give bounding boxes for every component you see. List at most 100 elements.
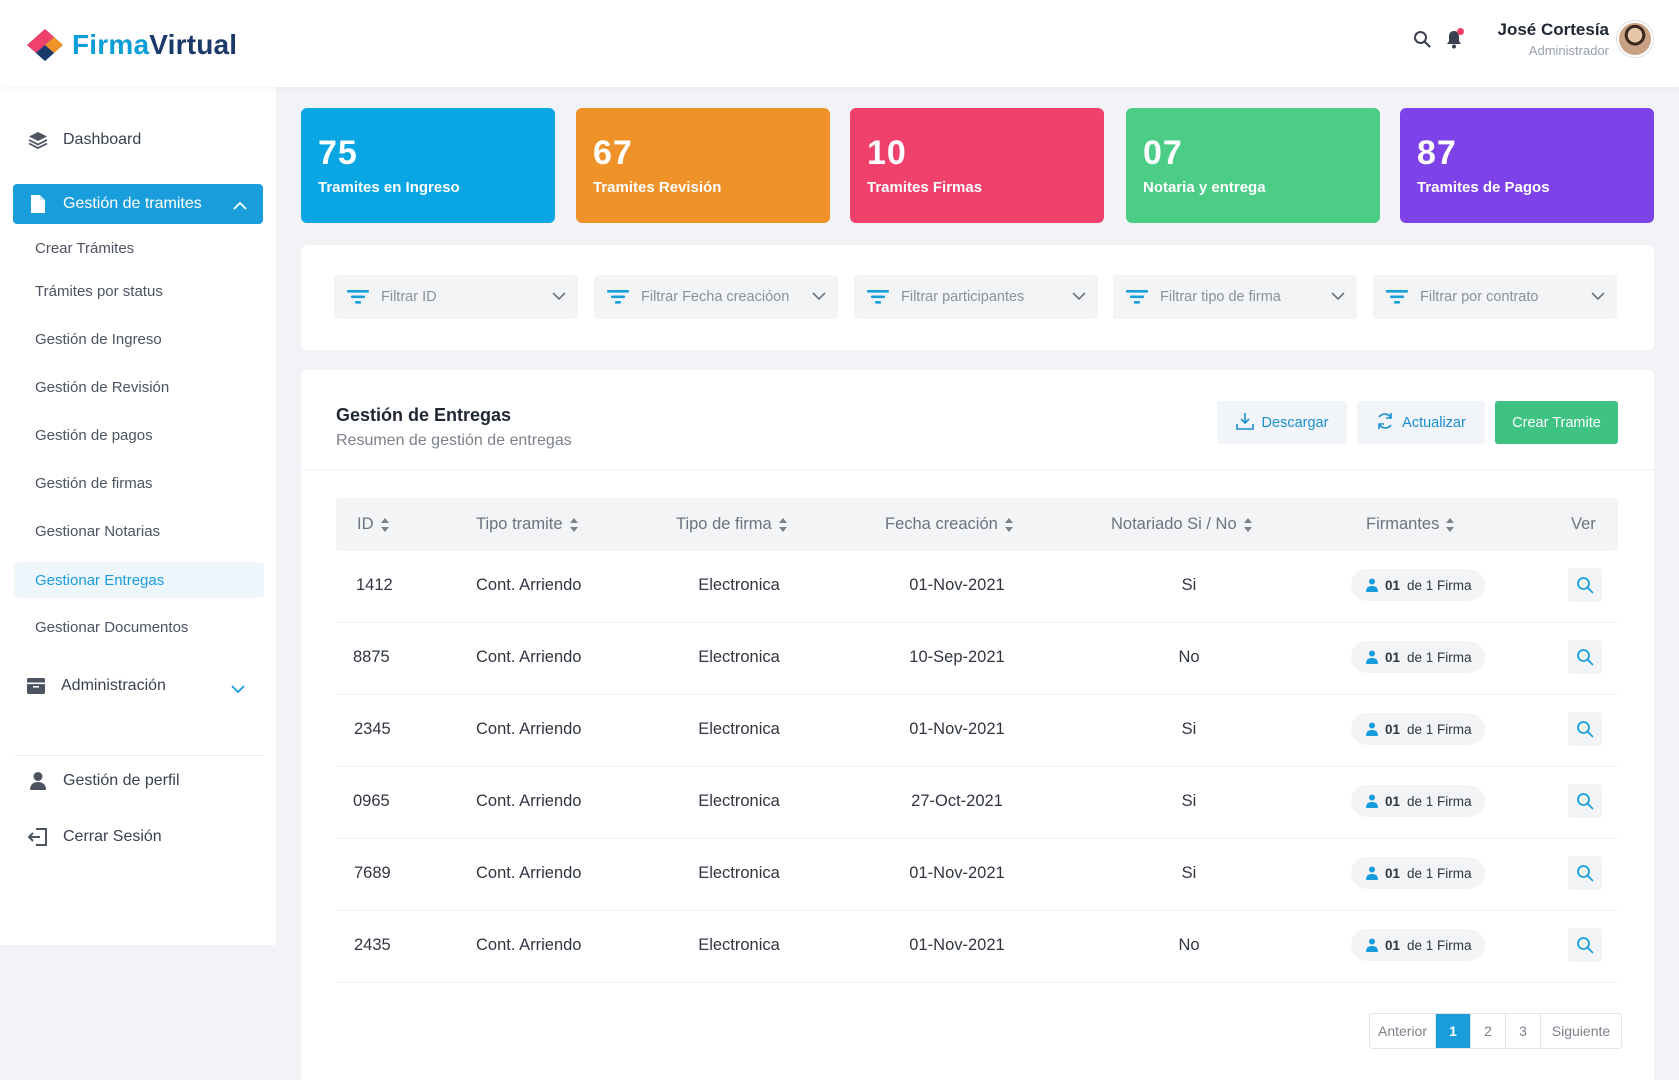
chevron-up-icon [233,197,247,215]
cell-id: 0965 [353,792,390,810]
kpi-card-revision[interactable]: 67 Tramites Revisión [576,108,830,223]
view-button[interactable] [1568,712,1602,746]
user-icon [1366,938,1378,952]
column-header-fecha[interactable]: Fecha creación [885,515,1014,534]
download-label: Descargar [1261,414,1329,431]
filter-fecha-select[interactable]: Filtrar Fecha creacióon [594,275,838,319]
firmantes-badge: 01 de 1 Firma [1351,713,1485,745]
cell-tipo-tramite: Cont. Arriendo [476,792,582,810]
filter-label: Filtrar tipo de firma [1160,289,1281,305]
filter-label: Filtrar ID [381,289,437,305]
view-button[interactable] [1568,856,1602,890]
view-button[interactable] [1568,568,1602,602]
pagination-page-2[interactable]: 2 [1471,1014,1506,1048]
sidebar-item-label: Cerrar Sesión [63,828,162,845]
column-header-firmantes[interactable]: Firmantes [1366,515,1455,534]
sidebar-subitem-gestion-revision[interactable]: Gestión de Revisión [35,379,170,396]
kpi-card-pagos[interactable]: 87 Tramites de Pagos [1400,108,1654,223]
sidebar-item-dashboard[interactable]: Dashboard [13,120,263,160]
cell-fecha: 01-Nov-2021 [909,864,1005,882]
search-icon [1577,649,1594,666]
table-row: 0965 Cont. Arriendo Electronica 27-Oct-2… [336,767,1618,839]
search-icon[interactable] [1408,25,1436,53]
download-icon [1235,412,1254,434]
user-icon [1366,722,1378,736]
view-button[interactable] [1568,640,1602,674]
refresh-button[interactable]: Actualizar [1357,401,1485,444]
cell-notariado: No [1178,648,1200,666]
pagination-page-3[interactable]: 3 [1506,1014,1541,1048]
pagination: Anterior 1 2 3 Siguiente [1369,1013,1622,1049]
cell-fecha: 10-Sep-2021 [909,648,1005,666]
sidebar-subitem-gestion-ingreso[interactable]: Gestión de Ingreso [35,331,162,348]
cell-tipo-tramite: Cont. Arriendo [476,936,582,954]
filter-label: Filtrar Fecha creacióon [641,289,790,305]
pagination-page-1[interactable]: 1 [1436,1014,1471,1048]
firmantes-badge: 01 de 1 Firma [1351,929,1485,961]
sidebar-item-administracion[interactable]: Administración [11,666,261,706]
column-header-ver: Ver [1571,515,1596,533]
pagination-prev-button[interactable]: Anterior [1370,1014,1436,1048]
sidebar-item-label: Gestión de perfil [63,772,180,789]
filter-contrato-select[interactable]: Filtrar por contrato [1373,275,1617,319]
search-icon [1577,865,1594,882]
sidebar-item-cerrar-sesion[interactable]: Cerrar Sesión [13,817,263,857]
user-info[interactable]: José Cortesía Administrador [1498,20,1610,58]
filter-icon [347,290,369,304]
kpi-card-notaria[interactable]: 07 Notaria y entrega [1126,108,1380,223]
sort-icon [1446,517,1455,532]
document-icon [27,193,49,215]
filter-participantes-select[interactable]: Filtrar participantes [854,275,1098,319]
search-icon [1577,721,1594,738]
create-tramite-button[interactable]: Crear Tramite [1495,401,1618,444]
sort-icon [778,517,788,532]
sidebar-subitem-gestionar-entregas[interactable]: Gestionar Entregas [14,562,264,598]
panel-subtitle: Resumen de gestión de entregas [336,432,572,449]
sidebar: Dashboard Gestión de tramites Crear Trám… [0,87,276,945]
user-role: Administrador [1528,43,1609,58]
kpi-label: Tramites en Ingreso [318,179,460,196]
sidebar-subitem-tramites-status[interactable]: Trámites por status [35,283,163,300]
sidebar-subitem-gestion-firmas[interactable]: Gestión de firmas [35,475,153,492]
user-icon [27,770,49,792]
firmantes-badge: 01 de 1 Firma [1351,641,1485,673]
sidebar-item-gestion-tramites[interactable]: Gestión de tramites [13,184,263,224]
pagination-next-button[interactable]: Siguiente [1551,1023,1611,1039]
filter-tipo-firma-select[interactable]: Filtrar tipo de firma [1113,275,1357,319]
cell-notariado: Si [1181,720,1197,738]
notification-bell-icon[interactable] [1440,25,1468,53]
cell-tipo-firma: Electronica [698,648,780,666]
column-header-id[interactable]: ID [357,515,390,534]
column-header-notariado[interactable]: Notariado Si / No [1111,515,1253,534]
logout-icon [27,826,49,848]
refresh-icon [1376,412,1394,434]
sidebar-subitem-gestionar-documentos[interactable]: Gestionar Documentos [35,619,189,636]
cell-tipo-firma: Electronica [698,864,780,882]
sidebar-item-gestion-perfil[interactable]: Gestión de perfil [13,761,263,801]
column-header-tipo-firma[interactable]: Tipo de firma [676,515,788,534]
firmantes-badge: 01 de 1 Firma [1351,569,1485,601]
sidebar-item-label: Administración [61,677,166,694]
top-header: FirmaVirtual José Cortesía Administrador [0,0,1679,87]
table-row: 2345 Cont. Arriendo Electronica 01-Nov-2… [336,695,1618,767]
column-header-tipo-tramite[interactable]: Tipo tramite [476,515,579,534]
user-name: José Cortesía [1497,20,1610,39]
filter-id-select[interactable]: Filtrar ID [334,275,578,319]
sidebar-subitem-gestionar-notarias[interactable]: Gestionar Notarias [35,523,161,540]
kpi-card-firmas[interactable]: 10 Tramites Firmas [850,108,1104,223]
cell-fecha: 01-Nov-2021 [909,936,1005,954]
brand-logo[interactable]: FirmaVirtual [26,28,237,62]
kpi-label: Tramites de Pagos [1417,179,1550,196]
avatar[interactable] [1617,21,1653,57]
filter-icon [607,290,629,304]
sidebar-subitem-gestion-pagos[interactable]: Gestión de pagos [35,427,153,444]
cell-tipo-firma: Electronica [698,936,780,954]
cell-fecha: 27-Oct-2021 [911,792,1003,810]
view-button[interactable] [1568,784,1602,818]
kpi-value: 10 [867,134,907,172]
download-button[interactable]: Descargar [1217,401,1347,444]
sidebar-subitem-crear-tramites[interactable]: Crear Trámites [35,240,135,257]
cell-id: 2435 [354,936,391,954]
view-button[interactable] [1568,928,1602,962]
kpi-card-ingreso[interactable]: 75 Tramites en Ingreso [301,108,555,223]
